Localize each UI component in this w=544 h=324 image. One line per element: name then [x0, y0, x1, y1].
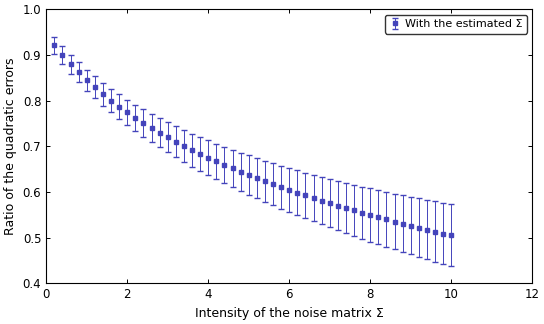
- X-axis label: Intensity of the noise matrix Σ: Intensity of the noise matrix Σ: [195, 307, 384, 320]
- Legend: With the estimated Σ: With the estimated Σ: [385, 15, 527, 34]
- Y-axis label: Ratio of the quadratic errors: Ratio of the quadratic errors: [4, 58, 17, 235]
